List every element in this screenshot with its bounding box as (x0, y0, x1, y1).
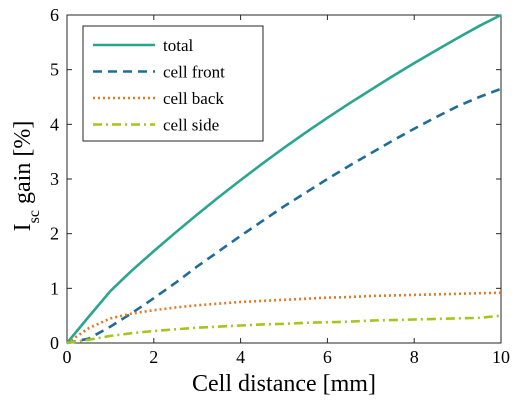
y-axis-title: Isc gain [%] (10, 121, 43, 232)
x-tick-label: 10 (492, 347, 510, 367)
series-line-total (65, 13, 502, 344)
legend-label: total (163, 36, 193, 55)
y-tick-label: 1 (50, 278, 59, 298)
axes: 0 2 4 6 8 10 0 1 2 3 4 5 6 (50, 5, 510, 367)
y-tick-label: 5 (50, 60, 59, 80)
legend: total cell front cell back cell side (82, 25, 264, 142)
series-lines (65, 13, 502, 345)
y-tick-label: 6 (50, 5, 59, 25)
y-tick-label: 4 (50, 114, 59, 134)
series-line-cell-front (66, 87, 502, 345)
legend-label: cell side (163, 116, 219, 135)
y-axis-title-subscript: sc (26, 210, 43, 223)
x-tick-label: 0 (63, 347, 72, 367)
x-axis-title: Cell distance [mm] (192, 371, 376, 397)
y-tick-label: 2 (50, 224, 59, 244)
x-tick-label: 4 (236, 347, 245, 367)
y-axis-title-main: I (10, 223, 36, 231)
x-tick-label: 6 (323, 347, 332, 367)
y-tick-label: 0 (50, 333, 59, 353)
x-tick-label: 2 (149, 347, 158, 367)
legend-label: cell front (163, 63, 225, 82)
x-tick-label: 8 (410, 347, 419, 367)
y-axis-title-suffix: gain [%] (10, 121, 36, 210)
series-line-cell-side (66, 314, 502, 345)
series-line-cell-back (66, 291, 502, 345)
y-tick-label: 3 (50, 169, 59, 189)
legend-label: cell back (163, 89, 224, 108)
